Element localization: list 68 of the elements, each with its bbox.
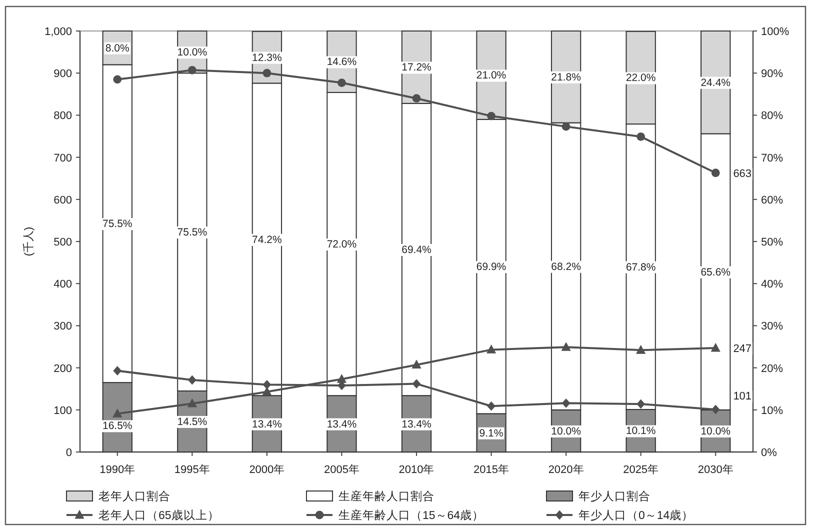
data-label: 10.0% [551, 425, 581, 438]
y-tick-label: 900 [54, 68, 72, 80]
data-label: 14.5% [177, 416, 208, 428]
y-tick-label: 100 [54, 404, 72, 417]
data-label: 67.8% [626, 261, 656, 274]
data-label: 9.1% [479, 427, 504, 440]
y2-tick-label: 50% [761, 236, 784, 248]
legend-label: 生産年齢人口割合 [338, 489, 434, 503]
x-tick-label: 1995年 [174, 464, 210, 476]
legend-label: 生産年齢人口（15～64歳） [338, 508, 484, 522]
data-label: 101 [733, 390, 752, 402]
data-label: 21.8% [551, 71, 581, 84]
data-label: 17.2% [402, 62, 432, 74]
legend-label: 年少人口（0～14歳） [578, 509, 694, 522]
y2-tick-label: 60% [761, 194, 784, 206]
data-label: 10.0% [700, 425, 730, 438]
y2-tick-label: 20% [761, 362, 784, 375]
data-label: 69.9% [476, 261, 506, 274]
y-tick-label: 0 [66, 447, 72, 459]
y2-tick-label: 0% [761, 447, 778, 459]
data-label: 13.4% [402, 418, 432, 430]
y2-tick-label: 70% [761, 152, 784, 164]
data-label: 12.3% [252, 52, 282, 64]
data-label: 10.0% [177, 46, 208, 59]
data-label: 13.4% [252, 418, 282, 430]
y-tick-label: 500 [54, 236, 72, 248]
data-label: 663 [733, 168, 752, 180]
legend-label: 年少人口割合 [578, 489, 650, 503]
y2-tick-label: 30% [761, 320, 784, 333]
y2-tick-label: 40% [761, 278, 784, 291]
y-tick-label: 200 [54, 362, 72, 375]
x-tick-label: 2030年 [698, 464, 734, 476]
x-tick-label: 2015年 [474, 464, 510, 476]
legend-label: 老年人口割合 [98, 489, 170, 503]
data-label: 68.2% [551, 260, 581, 273]
data-label: 69.4% [402, 244, 432, 256]
data-label: 75.5% [102, 218, 132, 230]
data-label: 8.0% [105, 42, 130, 54]
y2-tick-label: 100% [761, 26, 790, 38]
data-label: 13.4% [326, 418, 357, 430]
data-label: 75.5% [177, 226, 208, 239]
data-label: 10.1% [626, 425, 656, 438]
x-tick-label: 2000年 [249, 464, 285, 476]
y-tick-label: 1,000 [44, 26, 72, 38]
y2-tick-label: 10% [761, 404, 784, 417]
x-tick-label: 2010年 [398, 464, 434, 476]
x-tick-label: 2025年 [623, 464, 659, 476]
y-tick-label: 700 [54, 152, 72, 164]
y2-tick-label: 90% [761, 68, 784, 80]
x-tick-label: 2020年 [548, 464, 584, 476]
data-label: 21.0% [476, 70, 506, 82]
y-axis-title: (千人) [22, 226, 35, 256]
x-tick-label: 1990年 [100, 464, 136, 476]
data-label: 72.0% [326, 238, 357, 251]
data-label: 16.5% [102, 420, 132, 432]
y-tick-label: 300 [54, 320, 72, 333]
y-tick-label: 800 [54, 110, 72, 122]
data-label: 24.4% [700, 76, 730, 89]
data-label: 65.6% [700, 266, 730, 278]
data-label: 247 [733, 343, 752, 356]
y-tick-label: 400 [54, 278, 72, 291]
legend-label: 老年人口（65歳以上） [98, 509, 220, 522]
x-tick-label: 2005年 [324, 464, 360, 476]
data-label: 14.6% [326, 56, 357, 68]
y-tick-label: 600 [54, 194, 72, 206]
y2-tick-label: 80% [761, 110, 784, 122]
data-label: 74.2% [252, 234, 282, 246]
data-label: 22.0% [626, 72, 656, 84]
